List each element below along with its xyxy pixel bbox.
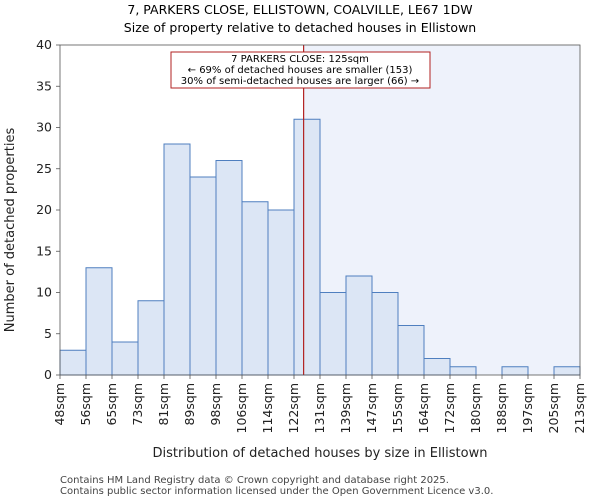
annotation-box: 7 PARKERS CLOSE: 125sqm ← 69% of detache… — [170, 51, 431, 89]
x-tick-label: 73sqm — [130, 383, 145, 426]
bar — [59, 349, 87, 376]
x-tick-label: 155sqm — [390, 383, 405, 433]
x-tick-label: 213sqm — [572, 383, 587, 433]
x-tick-label: 197sqm — [520, 383, 535, 433]
y-tick-label: 35 — [36, 78, 52, 93]
x-tick-label: 139sqm — [338, 383, 353, 433]
footer-line-1: Contains HM Land Registry data © Crown c… — [60, 475, 449, 486]
x-tick-label: 98sqm — [208, 383, 223, 426]
bar — [111, 341, 139, 376]
annotation-box-border — [170, 51, 431, 89]
y-tick-label: 30 — [36, 120, 52, 135]
y-tick-label: 25 — [36, 161, 52, 176]
x-tick-label: 56sqm — [78, 383, 93, 426]
bar — [85, 267, 113, 376]
chart-subtitle: Size of property relative to detached ho… — [124, 20, 476, 35]
bar — [241, 201, 269, 376]
bar — [423, 358, 451, 376]
x-tick-label: 172sqm — [442, 383, 457, 433]
x-tick-label: 106sqm — [234, 383, 249, 433]
x-tick-label: 48sqm — [52, 383, 67, 426]
annotation-line-1: 7 PARKERS CLOSE: 125sqm — [231, 54, 369, 65]
bar — [553, 366, 581, 376]
bar — [397, 325, 425, 376]
bar — [267, 209, 295, 376]
bar — [449, 366, 477, 376]
bar — [319, 292, 347, 376]
y-tick-label: 0 — [44, 367, 52, 382]
bar — [189, 176, 217, 376]
x-tick-label: 188sqm — [494, 383, 509, 433]
y-tick-label: 20 — [36, 202, 52, 217]
bar — [137, 300, 165, 376]
x-tick-label: 81sqm — [156, 383, 171, 426]
bar — [163, 143, 191, 376]
x-tick-label: 89sqm — [182, 383, 197, 426]
x-tick-label: 131sqm — [312, 383, 327, 433]
y-tick-label: 15 — [36, 243, 52, 258]
y-tick-label: 5 — [44, 326, 52, 341]
annotation-line-3: 30% of semi-detached houses are larger (… — [181, 76, 419, 87]
x-tick-label: 65sqm — [104, 383, 119, 426]
x-tick-label: 180sqm — [468, 383, 483, 433]
y-tick-label: 40 — [36, 37, 52, 52]
x-axis-label: Distribution of detached houses by size … — [153, 446, 488, 461]
y-axis-label: Number of detached properties — [3, 128, 18, 333]
x-tick-label: 122sqm — [286, 383, 301, 433]
bar — [215, 160, 243, 376]
annotation-line-2: ← 69% of detached houses are smaller (15… — [188, 65, 413, 76]
x-tick-label: 205sqm — [546, 383, 561, 433]
chart-title: 7, PARKERS CLOSE, ELLISTOWN, COALVILLE, … — [127, 2, 472, 17]
x-tick-label: 164sqm — [416, 383, 431, 433]
bar — [345, 275, 373, 376]
bar — [501, 366, 529, 376]
bar — [371, 292, 399, 376]
x-tick-label: 147sqm — [364, 383, 379, 433]
footer-line-2: Contains public sector information licen… — [60, 486, 493, 497]
y-tick-label: 10 — [36, 285, 52, 300]
x-tick-label: 114sqm — [260, 383, 275, 433]
bar — [293, 118, 321, 376]
